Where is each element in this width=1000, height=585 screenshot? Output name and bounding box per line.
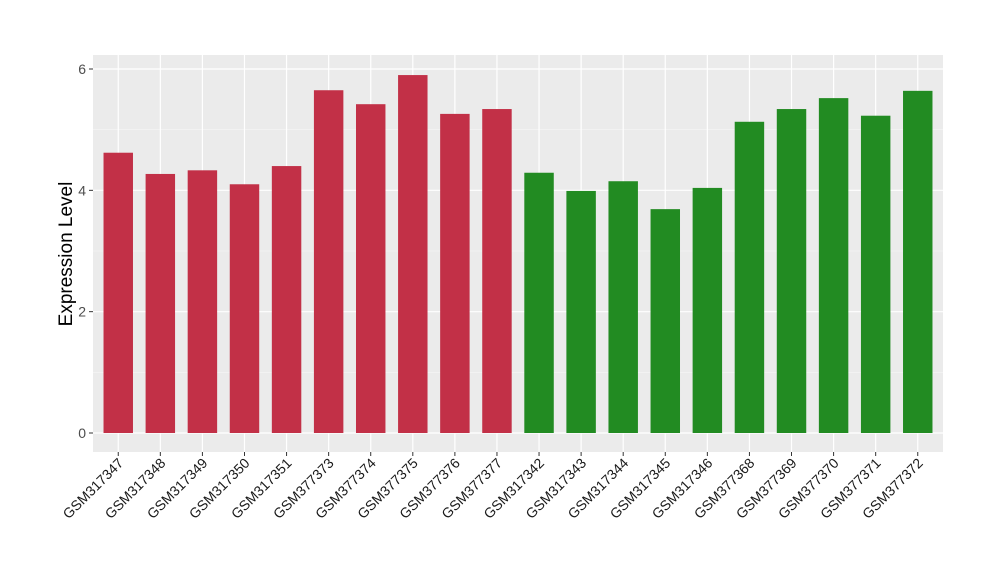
bar <box>524 172 554 434</box>
bar <box>229 184 260 433</box>
bar <box>650 209 681 433</box>
bar <box>860 115 891 434</box>
bar <box>734 121 765 433</box>
bar <box>145 173 176 433</box>
bar <box>608 181 638 433</box>
bar <box>187 170 218 433</box>
plot-panel <box>93 55 943 452</box>
bar <box>313 90 344 433</box>
bar <box>355 104 386 433</box>
y-tick-label: 0 <box>78 425 86 441</box>
bar <box>482 109 512 433</box>
y-tick-label: 2 <box>78 304 86 320</box>
bar <box>818 98 849 434</box>
y-tick-label: 4 <box>78 182 86 198</box>
bar <box>271 166 302 434</box>
bar <box>440 113 470 433</box>
bar <box>776 109 807 433</box>
bar <box>103 152 133 433</box>
bar <box>692 187 723 433</box>
bar <box>566 190 596 433</box>
bar <box>398 75 428 434</box>
y-axis-label: Expression Level <box>56 182 77 327</box>
y-tick-label: 6 <box>78 61 86 77</box>
bar <box>903 90 933 433</box>
